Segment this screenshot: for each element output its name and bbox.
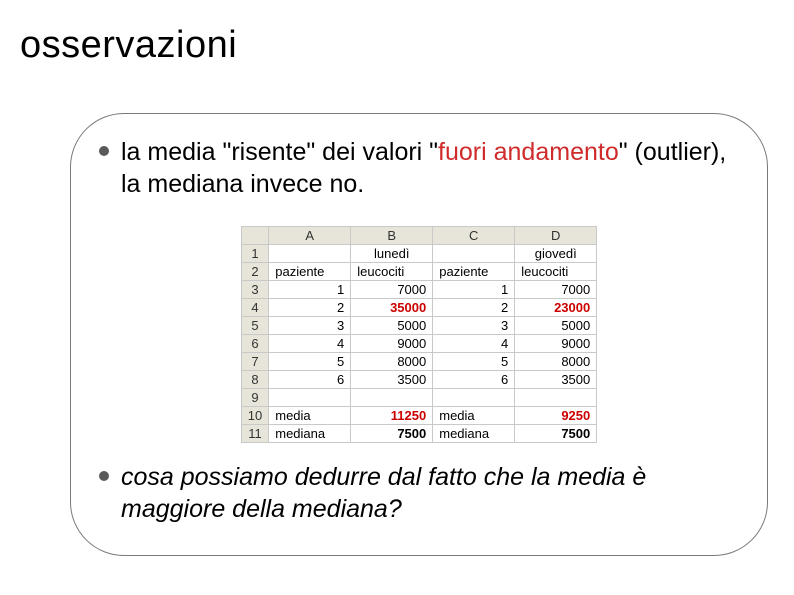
cell-11-C: mediana xyxy=(433,425,515,443)
cell-1-D: giovedì xyxy=(515,245,597,263)
bullet-dot-icon xyxy=(99,146,109,156)
cell-8-C: 6 xyxy=(433,371,515,389)
bullet-1-text: la media "risente" dei valori "fuori and… xyxy=(121,136,739,200)
row-header-5: 5 xyxy=(241,317,268,335)
slide: osservazioni la media "risente" dei valo… xyxy=(0,0,794,576)
bullet-2: cosa possiamo dedurre dal fatto che la m… xyxy=(99,461,739,525)
row-header-2: 2 xyxy=(241,263,268,281)
cell-6-D: 9000 xyxy=(515,335,597,353)
slide-title: osservazioni xyxy=(20,24,776,67)
row-header-3: 3 xyxy=(241,281,268,299)
cell-3-A: 1 xyxy=(269,281,351,299)
cell-7-B: 8000 xyxy=(351,353,433,371)
cell-2-A: paziente xyxy=(269,263,351,281)
col-header-A: A xyxy=(269,227,351,245)
cell-2-D: leucociti xyxy=(515,263,597,281)
cell-11-A: mediana xyxy=(269,425,351,443)
cell-1-C xyxy=(433,245,515,263)
cell-6-B: 9000 xyxy=(351,335,433,353)
bullet-2-em: cosa possiamo dedurre dal fatto che la m… xyxy=(121,463,646,523)
cell-2-B: leucociti xyxy=(351,263,433,281)
cell-9-A xyxy=(269,389,351,407)
cell-9-B xyxy=(351,389,433,407)
cell-10-A: media xyxy=(269,407,351,425)
bullet-2-text: cosa possiamo dedurre dal fatto che la m… xyxy=(121,461,739,525)
bullet-1-pre: la media "risente" dei valori " xyxy=(121,138,438,166)
cell-corner xyxy=(241,227,268,245)
cell-11-D: 7500 xyxy=(515,425,597,443)
col-header-C: C xyxy=(433,227,515,245)
row-header-7: 7 xyxy=(241,353,268,371)
cell-4-A: 2 xyxy=(269,299,351,317)
cell-10-D: 9250 xyxy=(515,407,597,425)
col-header-B: B xyxy=(351,227,433,245)
content-bubble: la media "risente" dei valori "fuori and… xyxy=(70,113,768,556)
cell-8-B: 3500 xyxy=(351,371,433,389)
col-header-D: D xyxy=(515,227,597,245)
cell-8-A: 6 xyxy=(269,371,351,389)
cell-7-C: 5 xyxy=(433,353,515,371)
cell-11-B: 7500 xyxy=(351,425,433,443)
cell-5-A: 3 xyxy=(269,317,351,335)
spacer xyxy=(99,206,739,218)
spreadsheet: ABCD1lunedìgiovedì2pazienteleucocitipazi… xyxy=(241,226,597,443)
cell-9-D xyxy=(515,389,597,407)
cell-8-D: 3500 xyxy=(515,371,597,389)
row-header-10: 10 xyxy=(241,407,268,425)
row-header-8: 8 xyxy=(241,371,268,389)
cell-3-C: 1 xyxy=(433,281,515,299)
cell-6-C: 4 xyxy=(433,335,515,353)
row-header-1: 1 xyxy=(241,245,268,263)
cell-4-D: 23000 xyxy=(515,299,597,317)
cell-4-C: 2 xyxy=(433,299,515,317)
bullet-1: la media "risente" dei valori "fuori and… xyxy=(99,136,739,200)
cell-5-D: 5000 xyxy=(515,317,597,335)
cell-4-B: 35000 xyxy=(351,299,433,317)
bullet-1-highlight: fuori andamento xyxy=(438,138,619,166)
bullet-dot-icon xyxy=(99,471,109,481)
cell-3-D: 7000 xyxy=(515,281,597,299)
row-header-11: 11 xyxy=(241,425,268,443)
cell-2-C: paziente xyxy=(433,263,515,281)
cell-3-B: 7000 xyxy=(351,281,433,299)
cell-5-B: 5000 xyxy=(351,317,433,335)
cell-6-A: 4 xyxy=(269,335,351,353)
cell-10-B: 11250 xyxy=(351,407,433,425)
row-header-9: 9 xyxy=(241,389,268,407)
cell-1-A xyxy=(269,245,351,263)
cell-7-A: 5 xyxy=(269,353,351,371)
cell-1-B: lunedì xyxy=(351,245,433,263)
row-header-6: 6 xyxy=(241,335,268,353)
row-header-4: 4 xyxy=(241,299,268,317)
cell-7-D: 8000 xyxy=(515,353,597,371)
cell-10-C: media xyxy=(433,407,515,425)
cell-9-C xyxy=(433,389,515,407)
cell-5-C: 3 xyxy=(433,317,515,335)
spreadsheet-wrap: ABCD1lunedìgiovedì2pazienteleucocitipazi… xyxy=(99,226,739,443)
